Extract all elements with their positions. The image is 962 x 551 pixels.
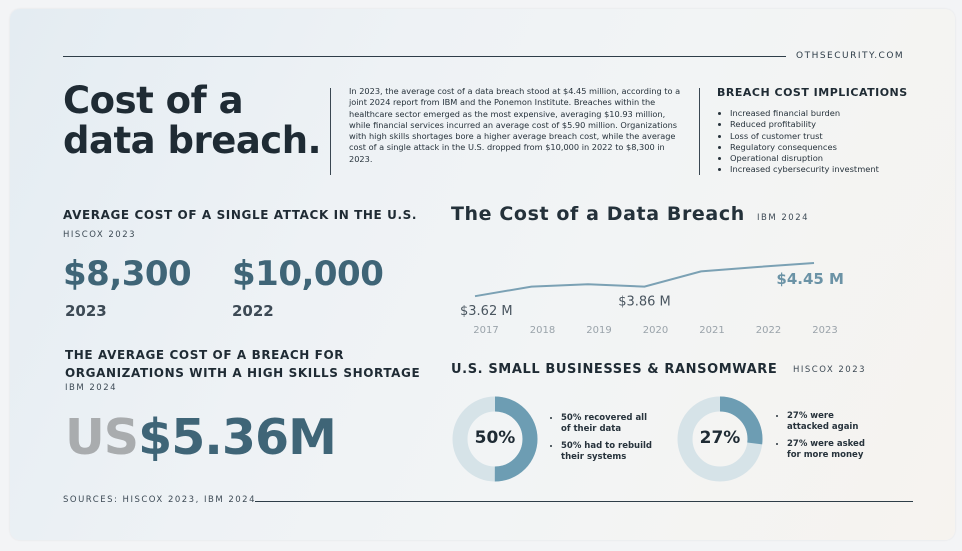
x-tick-label: 2022 (756, 325, 781, 336)
chart-title: The Cost of a Data Breach (451, 203, 745, 225)
list-item: 27% were attacked again (787, 411, 876, 432)
list-item: Operational disruption (730, 153, 947, 164)
title-line-1: Cost of a (63, 79, 244, 122)
list-item: 50% recovered all of their data (561, 413, 655, 434)
series-line (474, 262, 815, 298)
intro-paragraph: In 2023, the average cost of a data brea… (349, 86, 681, 164)
sources-footer: SOURCES: HISCOX 2023, IBM 2024 (63, 495, 256, 505)
x-tick-label: 2021 (699, 325, 724, 336)
donut-chart-1 (452, 396, 538, 482)
chart-source: IBM 2024 (757, 213, 810, 223)
donut-2-label: 27% (699, 428, 741, 448)
x-tick-label: 2018 (530, 325, 555, 336)
skills-amount: $5.36M (138, 409, 337, 466)
skills-value: US$5.36M (65, 409, 337, 466)
single-attack-title: AVERAGE COST OF A SINGLE ATTACK IN THE U… (63, 208, 418, 222)
donut-chart-2 (677, 396, 763, 482)
skills-title: THE AVERAGE COST OF A BREACH FOR ORGANIZ… (65, 346, 420, 382)
list-item: 27% were asked for more money (787, 439, 876, 460)
x-tick-label: 2019 (586, 325, 611, 336)
donut-1-label: 50% (474, 428, 516, 448)
site-url[interactable]: OTHSECURITY.COM (796, 51, 905, 61)
implications-panel: BREACH COST IMPLICATIONS Increased finan… (717, 86, 947, 176)
breach-cost-chart: 2017 2018 2019 2020 2021 2022 2023 $3.62 M $3.86… (460, 262, 844, 336)
divider-right (699, 88, 700, 175)
infographic-card: OTHSECURITY.COM Cost of a data breach. I… (10, 9, 955, 540)
implications-title: BREACH COST IMPLICATIONS (717, 86, 908, 99)
bottom-rule (255, 501, 913, 502)
divider-left (330, 88, 331, 175)
list-item: Regulatory consequences (730, 142, 947, 153)
skills-title-line-1: THE AVERAGE COST OF A BREACH FOR (65, 348, 345, 362)
value-2022: $10,000 (232, 254, 384, 294)
implications-list: Increased financial burden Reduced profi… (717, 108, 947, 176)
list-item: Loss of customer trust (730, 131, 947, 142)
skills-source: IBM 2024 (65, 383, 118, 393)
ransomware-title: U.S. SMALL BUSINESSES & RANSOMWARE (451, 362, 778, 377)
data-label: $3.62 M (460, 304, 513, 319)
list-item: Increased financial burden (730, 108, 947, 119)
single-attack-source: HISCOX 2023 (63, 230, 137, 240)
list-item: 50% had to rebuild their systems (561, 441, 655, 462)
donut-2-bullets: 27% were attacked again 27% were asked f… (776, 411, 876, 467)
year-2023: 2023 (65, 302, 107, 320)
x-tick-label: 2017 (473, 325, 498, 336)
donut-1-bullets: 50% recovered all of their data 50% had … (550, 413, 655, 469)
donut-2-arc (677, 396, 763, 482)
currency-prefix: US (65, 409, 139, 466)
list-item: Increased cybersecurity investment (730, 164, 947, 175)
title-line-2: data breach. (63, 119, 322, 162)
year-2022: 2022 (232, 302, 274, 320)
chart-layer: 2017 2018 2019 2020 2021 2022 2023 $3.62 M $3.86… (460, 262, 844, 336)
x-tick-label: 2023 (812, 325, 837, 336)
donut-1-arc (452, 396, 538, 482)
value-2023: $8,300 (63, 254, 192, 294)
data-label: $4.45 M (776, 270, 844, 288)
data-label: $3.86 M (618, 295, 671, 310)
list-item: Reduced profitability (730, 119, 947, 130)
ransomware-source: HISCOX 2023 (793, 365, 867, 375)
skills-title-line-2: ORGANIZATIONS WITH A HIGH SKILLS SHORTAG… (65, 366, 421, 380)
x-tick-label: 2020 (643, 325, 668, 336)
page-title: Cost of a data breach. (63, 79, 322, 162)
top-rule (63, 56, 786, 57)
